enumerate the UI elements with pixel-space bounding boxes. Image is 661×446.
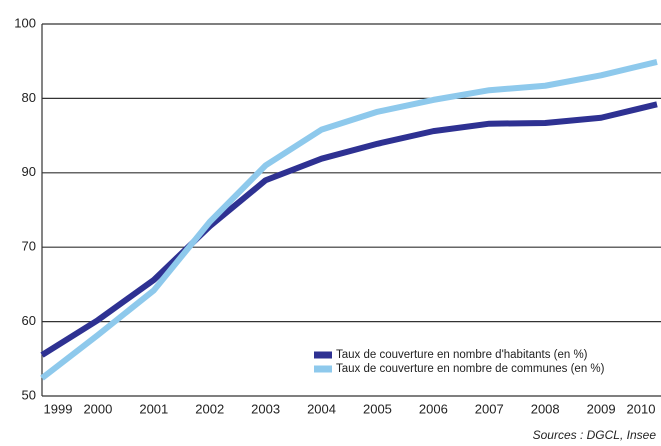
x-tick-label: 2008 [531,401,560,416]
x-tick-label: 2006 [419,401,448,416]
x-tick-label: 2009 [587,401,616,416]
series-line [40,59,658,381]
x-tick-label: 2003 [251,401,280,416]
y-tick-label: 100 [14,15,36,30]
x-tick-label: 2000 [83,401,112,416]
legend-swatch [314,365,332,373]
source-note: Sources : DGCL, Insee [533,428,657,442]
x-tick-label: 2002 [195,401,224,416]
x-tick-label: 2005 [363,401,392,416]
legend-label: Taux de couverture en nombre d'habitants… [336,349,588,361]
legend-swatch [314,351,332,359]
series-line [40,101,658,358]
legend-label: Taux de couverture en nombre de communes… [336,363,605,375]
y-tick-label: 70 [22,239,36,254]
x-tick-label: 2001 [139,401,168,416]
y-tick-label: 60 [22,313,36,328]
x-tick-label: 2004 [307,401,336,416]
y-tick-label: 80 [22,90,36,105]
x-tick-label: 2010 [627,401,656,416]
x-tick-label: 1999 [44,401,73,416]
y-tick-label: 90 [22,164,36,179]
y-tick-label: 50 [22,387,36,402]
x-tick-label: 2007 [475,401,504,416]
